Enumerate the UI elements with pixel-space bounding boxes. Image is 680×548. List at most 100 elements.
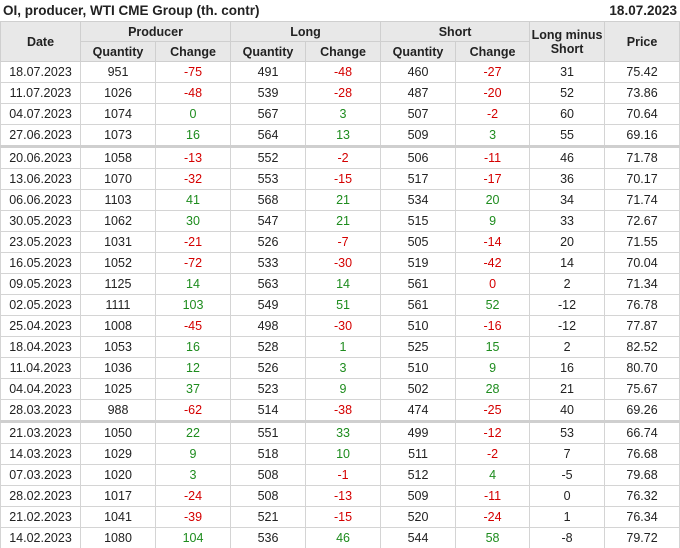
- cell-producer-quantity: 1103: [80, 189, 156, 211]
- cell-date: 04.07.2023: [0, 103, 81, 125]
- table-row: 04.04.2023 1025 37 523 9 502 28 21 75.67: [0, 378, 680, 400]
- cell-short-change: 9: [455, 357, 531, 379]
- cell-producer-change: -75: [154, 61, 232, 83]
- cell-price: 71.55: [604, 231, 680, 253]
- cell-short-quantity: 561: [380, 294, 457, 316]
- cell-price: 72.67: [604, 210, 680, 232]
- table-row: 27.06.2023 1073 16 564 13 509 3 55 69.16: [0, 124, 680, 147]
- cell-price: 69.16: [604, 124, 680, 147]
- cell-producer-change: 9: [154, 443, 232, 465]
- cell-producer-change: -45: [154, 315, 232, 337]
- cell-long-change: -30: [305, 315, 382, 337]
- cell-date: 18.07.2023: [0, 61, 81, 83]
- cell-long-change: -2: [305, 145, 382, 169]
- cell-long-change: 51: [305, 294, 382, 316]
- header-long: Long: [230, 21, 382, 42]
- cell-long-minus-short: 14: [529, 252, 606, 274]
- cell-short-quantity: 510: [380, 315, 457, 337]
- table-row: 04.07.2023 1074 0 567 3 507 -2 60 70.64: [0, 103, 680, 125]
- cell-long-quantity: 514: [230, 399, 307, 422]
- oi-table: Date Producer Long Short Long minus Shor…: [0, 21, 680, 548]
- cell-short-change: 9: [455, 210, 531, 232]
- cell-date: 16.05.2023: [0, 252, 81, 274]
- table-row: 16.05.2023 1052 -72 533 -30 519 -42 14 70.04: [0, 252, 680, 274]
- table-row: 14.03.2023 1029 9 518 10 511 -2 7 76.68: [0, 443, 680, 465]
- cell-long-minus-short: 1: [529, 506, 606, 528]
- header-producer: Producer: [79, 21, 232, 42]
- cell-price: 76.32: [604, 485, 680, 507]
- cell-short-change: 15: [455, 336, 531, 358]
- cell-short-change: -42: [455, 252, 531, 274]
- cell-long-change: -15: [305, 506, 382, 528]
- cell-long-quantity: 521: [230, 506, 307, 528]
- table-row: 28.02.2023 1017 -24 508 -13 509 -11 0 76.32: [0, 485, 680, 507]
- cell-price: 69.26: [604, 399, 680, 422]
- cell-producer-quantity: 1080: [80, 527, 156, 548]
- table-body: 18.07.2023 951 -75 491 -48 460 -27 31 75.42 11.07…: [0, 61, 680, 548]
- cell-date: 25.04.2023: [0, 315, 81, 337]
- cell-date: 07.03.2023: [0, 464, 81, 486]
- cell-price: 71.74: [604, 189, 680, 211]
- cell-price: 76.34: [604, 506, 680, 528]
- cell-price: 71.78: [604, 145, 680, 169]
- cell-long-change: -13: [305, 485, 382, 507]
- cell-short-quantity: 517: [380, 168, 457, 190]
- table-row: 21.02.2023 1041 -39 521 -15 520 -24 1 76.34: [0, 506, 680, 528]
- cell-short-change: -16: [455, 315, 531, 337]
- cell-producer-change: -72: [154, 252, 232, 274]
- cell-long-minus-short: 0: [529, 485, 606, 507]
- cell-short-change: -27: [455, 61, 531, 83]
- cell-date: 30.05.2023: [0, 210, 81, 232]
- cell-short-quantity: 561: [380, 273, 457, 295]
- cell-short-change: -20: [455, 82, 531, 104]
- cell-long-minus-short: 34: [529, 189, 606, 211]
- cell-date: 02.05.2023: [0, 294, 81, 316]
- cell-short-quantity: 505: [380, 231, 457, 253]
- cell-long-minus-short: 21: [529, 378, 606, 400]
- cell-date: 04.04.2023: [0, 378, 81, 400]
- cell-date: 21.03.2023: [0, 420, 81, 444]
- cell-short-quantity: 502: [380, 378, 457, 400]
- cell-long-minus-short: 36: [529, 168, 606, 190]
- cell-long-quantity: 567: [230, 103, 307, 125]
- cell-producer-change: -32: [154, 168, 232, 190]
- cell-producer-quantity: 1008: [80, 315, 156, 337]
- cell-producer-change: 16: [154, 124, 232, 147]
- cell-short-quantity: 509: [380, 485, 457, 507]
- cell-producer-quantity: 1025: [80, 378, 156, 400]
- cell-long-minus-short: 60: [529, 103, 606, 125]
- cell-producer-change: 103: [154, 294, 232, 316]
- cell-producer-change: -48: [154, 82, 232, 104]
- cell-short-quantity: 525: [380, 336, 457, 358]
- cell-long-quantity: 564: [230, 124, 307, 147]
- cell-price: 73.86: [604, 82, 680, 104]
- cell-long-minus-short: 16: [529, 357, 606, 379]
- cell-producer-change: -13: [154, 145, 232, 169]
- cell-producer-change: 37: [154, 378, 232, 400]
- cell-producer-quantity: 1036: [80, 357, 156, 379]
- cell-date: 11.07.2023: [0, 82, 81, 104]
- cell-price: 66.74: [604, 420, 680, 444]
- cell-short-change: -11: [455, 145, 531, 169]
- cell-long-quantity: 508: [230, 464, 307, 486]
- report-title: OI, producer, WTI CME Group (th. contr): [3, 3, 260, 18]
- cell-producer-quantity: 1053: [80, 336, 156, 358]
- cell-short-quantity: 460: [380, 61, 457, 83]
- cell-long-quantity: 549: [230, 294, 307, 316]
- cell-date: 06.06.2023: [0, 189, 81, 211]
- cell-long-quantity: 526: [230, 357, 307, 379]
- table-row: 30.05.2023 1062 30 547 21 515 9 33 72.67: [0, 210, 680, 232]
- cell-short-change: -25: [455, 399, 531, 422]
- cell-long-minus-short: 52: [529, 82, 606, 104]
- cell-producer-change: 41: [154, 189, 232, 211]
- cell-short-quantity: 515: [380, 210, 457, 232]
- header-long-change: Change: [305, 41, 382, 62]
- table-row: 25.04.2023 1008 -45 498 -30 510 -16 -12 77.87: [0, 315, 680, 337]
- cell-long-quantity: 508: [230, 485, 307, 507]
- cell-short-change: -2: [455, 103, 531, 125]
- cell-long-change: -15: [305, 168, 382, 190]
- cell-date: 18.04.2023: [0, 336, 81, 358]
- cell-short-change: -24: [455, 506, 531, 528]
- header-price: Price: [604, 21, 680, 62]
- table-row: 02.05.2023 1111 103 549 51 561 52 -12 76.78: [0, 294, 680, 316]
